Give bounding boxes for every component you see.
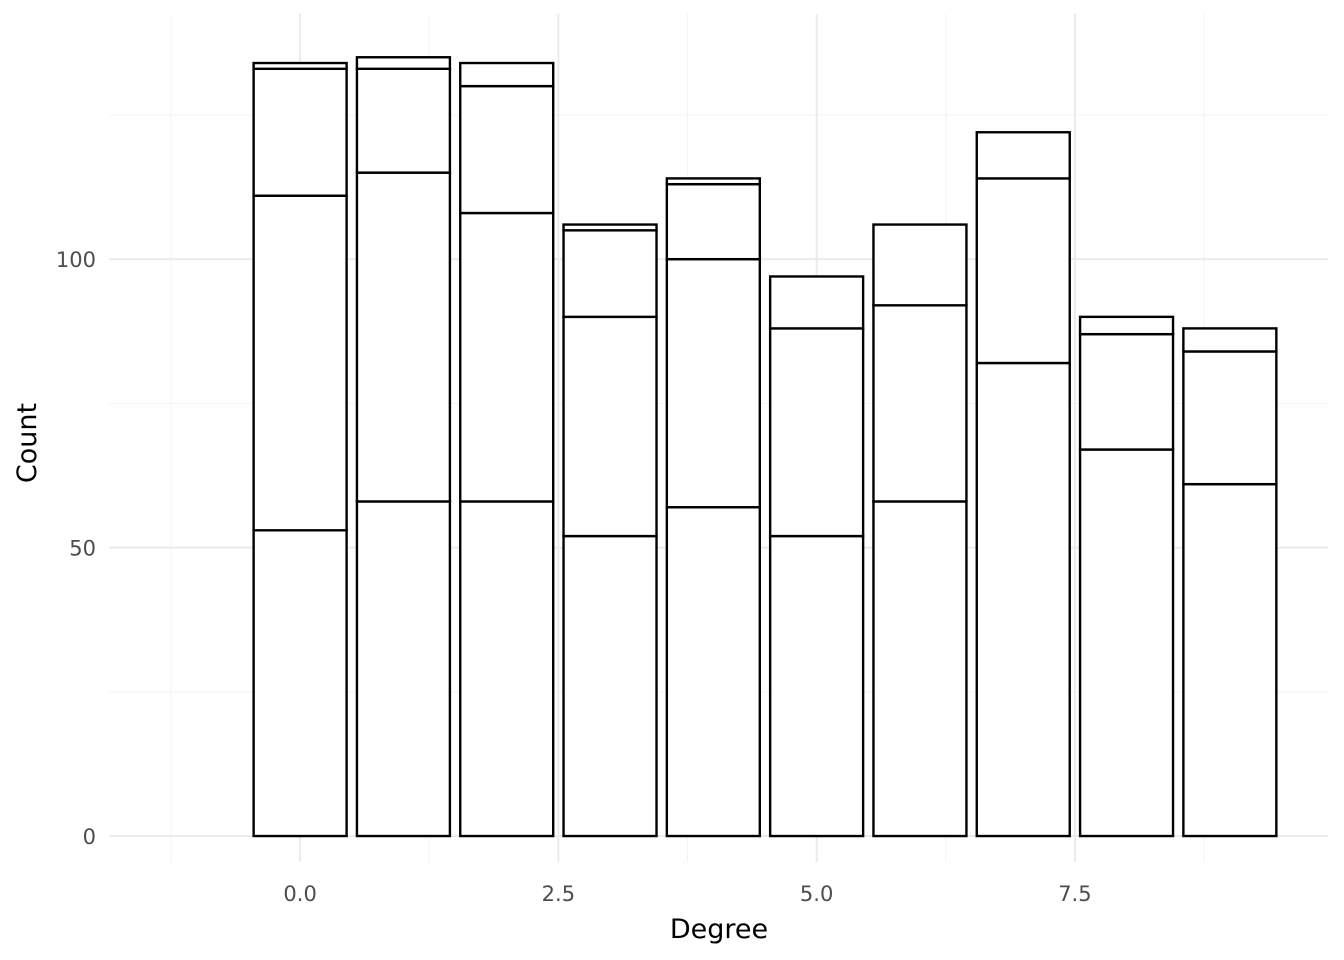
tick-labels: 0.0 2.5 5.0 7.5 0 50 100 (56, 248, 1092, 906)
x-tick-label: 0.0 (283, 882, 316, 906)
bar-segment (1078, 315, 1175, 336)
bar-segment (665, 177, 762, 186)
bar-segment (355, 500, 452, 838)
bar-segment (975, 361, 1071, 838)
y-tick-label: 100 (56, 248, 96, 272)
y-tick-label: 0 (83, 825, 96, 849)
bar-segment (355, 56, 452, 71)
bars (252, 56, 1278, 838)
bar-segment (665, 182, 762, 261)
bar-segment (562, 315, 658, 538)
x-tick-label: 5.0 (800, 882, 833, 906)
bar-segment (252, 67, 348, 197)
bar-segment (562, 223, 658, 232)
bar-segment (872, 500, 968, 838)
y-axis-title: Count (12, 403, 43, 483)
bar-segment (872, 223, 968, 307)
bar-segment (459, 500, 555, 838)
x-tick-label: 7.5 (1058, 882, 1091, 906)
bar-segment (355, 67, 452, 174)
bar-segment (459, 61, 555, 88)
bar-segment (665, 506, 762, 838)
bar-segment (975, 177, 1071, 365)
bar-segment (1182, 350, 1278, 486)
y-tick-label: 50 (69, 537, 96, 561)
bar-segment (1078, 448, 1175, 838)
bar-segment (459, 211, 555, 503)
x-axis-title: Degree (670, 914, 768, 945)
bar-segment (459, 84, 555, 215)
x-tick-label: 2.5 (542, 882, 575, 906)
bar-segment (768, 534, 865, 838)
bar-segment (1078, 332, 1175, 451)
bar-segment (1182, 482, 1278, 838)
bar-segment (355, 171, 452, 503)
bar-segment (252, 529, 348, 838)
bar-segment (562, 229, 658, 319)
bar-segment (872, 304, 968, 503)
bar-segment (562, 534, 658, 838)
bar-segment (1182, 327, 1278, 353)
bar-segment (252, 61, 348, 71)
bar-segment (975, 131, 1071, 180)
bar-segment (665, 257, 762, 509)
bar-segment (768, 275, 865, 330)
bar-segment (252, 194, 348, 532)
bar-segment (768, 327, 865, 538)
